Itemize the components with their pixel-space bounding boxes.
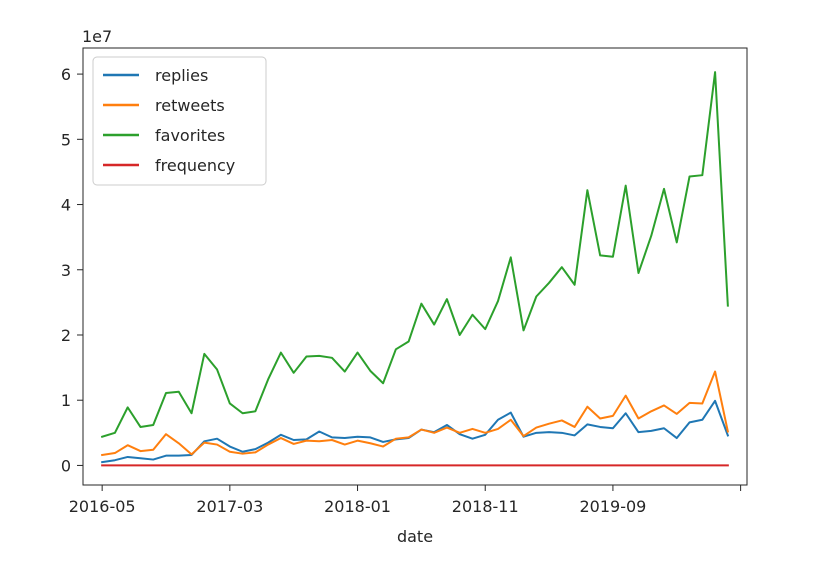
x-axis: 2016-05 2017-03 2018-01 2018-11 2019-09 bbox=[69, 485, 742, 516]
legend-box bbox=[92, 56, 267, 186]
legend-label: replies bbox=[155, 66, 208, 85]
legend-label: favorites bbox=[155, 126, 225, 145]
x-tick-label: 2016-05 bbox=[69, 497, 136, 516]
favorites-line bbox=[100, 71, 729, 438]
retweets-line bbox=[101, 370, 730, 457]
y-tick-label: 5 bbox=[61, 130, 71, 149]
x-tick-label: 2018-11 bbox=[452, 497, 519, 516]
y-tick-label: 4 bbox=[61, 196, 71, 215]
y-tick-label: 3 bbox=[61, 261, 71, 280]
plot-frame bbox=[82, 47, 748, 486]
y-tick-label: 1 bbox=[61, 391, 71, 410]
y-tick-label: 6 bbox=[61, 65, 71, 84]
x-tick-label: 2018-01 bbox=[324, 497, 391, 516]
y-tick-label: 2 bbox=[61, 326, 71, 345]
legend-label: frequency bbox=[155, 156, 235, 175]
y-tick-label: 0 bbox=[61, 456, 71, 475]
series-layer bbox=[100, 71, 730, 467]
y-axis-offset-label: 1e7 bbox=[82, 27, 112, 46]
x-tick-label: 2017-03 bbox=[196, 497, 263, 516]
legend: replies retweets favorites frequency bbox=[92, 56, 267, 186]
legend-label: retweets bbox=[155, 96, 225, 115]
x-axis-label: date bbox=[397, 527, 433, 546]
x-tick-label: 2019-09 bbox=[579, 497, 646, 516]
y-axis: 0 1 2 3 4 5 6 bbox=[61, 65, 83, 475]
